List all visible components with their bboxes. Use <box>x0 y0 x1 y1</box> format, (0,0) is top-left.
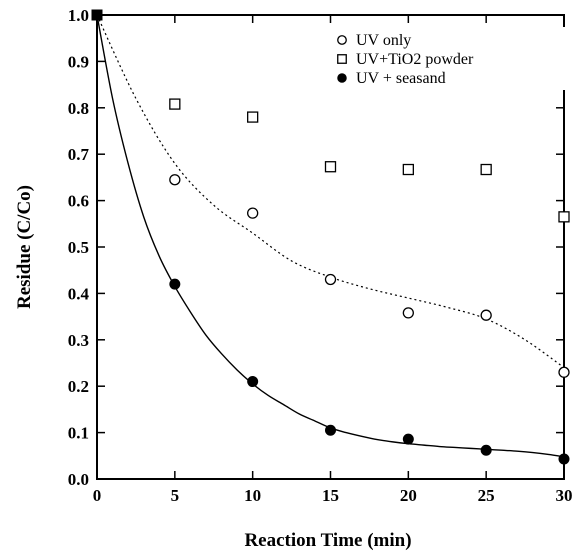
data-point <box>480 444 492 456</box>
y-axis-title: Residue (C/Co) <box>14 185 35 309</box>
data-markers <box>91 9 570 465</box>
y-tick-label: 0.5 <box>68 238 89 257</box>
tick-labels: 0 5 10 15 20 25 30 0.0 0.1 0.2 0.3 0.4 0.5 0.6 0.7 0.8 0… <box>68 6 573 505</box>
y-tick-label: 0.1 <box>68 424 89 443</box>
x-tick-label: 5 <box>171 486 180 505</box>
x-tick-label: 30 <box>556 486 573 505</box>
y-tick-label: 0.0 <box>68 470 89 489</box>
legend-label: UV+TiO2 powder <box>356 51 474 68</box>
data-point <box>558 366 570 378</box>
legend-marker <box>337 73 347 83</box>
data-point <box>324 161 337 173</box>
x-axis-title: Reaction Time (min) <box>244 530 411 551</box>
x-tick-label: 0 <box>93 486 102 505</box>
y-tick-label: 0.2 <box>68 377 89 396</box>
data-point <box>558 211 570 223</box>
data-point <box>325 424 336 436</box>
x-tick-label: 25 <box>478 486 495 505</box>
data-point <box>169 278 181 290</box>
legend-marker <box>337 54 347 64</box>
data-point <box>402 433 414 445</box>
y-tick-label: 1.0 <box>68 6 89 25</box>
y-tick-label: 0.7 <box>68 145 90 164</box>
legend-marker <box>337 35 347 45</box>
legend-items: UV only UV+TiO2 powder UV + seasand <box>337 32 474 87</box>
legend-box <box>330 27 566 90</box>
data-point <box>247 207 259 219</box>
data-point <box>402 307 414 319</box>
data-point <box>480 163 492 176</box>
y-tick-label: 0.4 <box>68 284 90 303</box>
data-point <box>324 273 337 286</box>
data-point <box>402 163 414 176</box>
y-tick-label: 0.3 <box>68 331 89 350</box>
x-tick-label: 15 <box>322 486 339 505</box>
y-tick-label: 0.9 <box>68 52 89 71</box>
data-point <box>480 309 492 321</box>
data-point <box>169 98 181 110</box>
data-point <box>558 453 570 465</box>
y-tick-label: 0.8 <box>68 99 89 118</box>
data-point <box>247 376 259 388</box>
legend-label: UV only <box>356 32 411 49</box>
legend: UV only UV+TiO2 powder UV + seasand <box>330 27 566 90</box>
x-tick-label: 20 <box>400 486 417 505</box>
data-point <box>247 111 259 123</box>
y-tick-label: 0.6 <box>68 192 89 211</box>
data-point <box>169 174 181 186</box>
legend-label: UV + seasand <box>356 70 446 87</box>
x-tick-label: 10 <box>244 486 261 505</box>
